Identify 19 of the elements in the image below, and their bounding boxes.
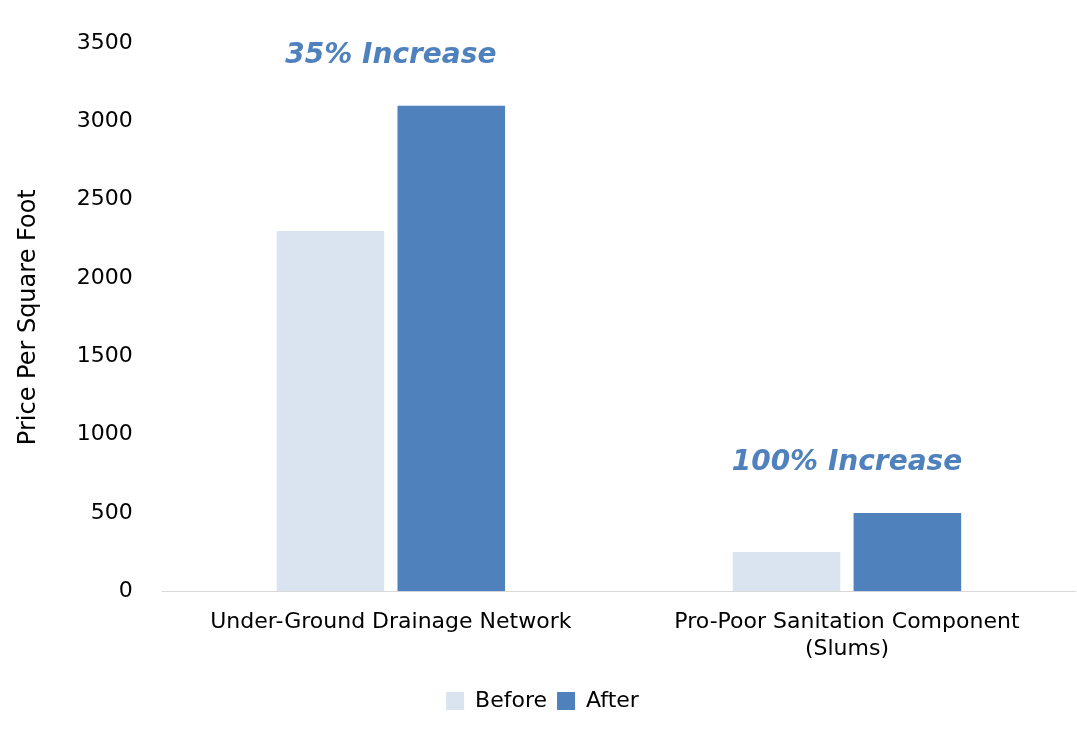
y-tick-label: 3500	[76, 28, 133, 54]
bar	[732, 552, 841, 592]
legend-label: Before	[475, 686, 548, 712]
legend-label: After	[586, 686, 640, 712]
y-tick-label: 1500	[76, 342, 133, 368]
bar	[853, 512, 962, 592]
y-tick-label: 1000	[76, 420, 133, 446]
bar	[397, 105, 506, 592]
y-tick-label: 0	[118, 576, 133, 602]
y-tick-label: 500	[90, 498, 133, 524]
annotation: 35% Increase	[285, 37, 497, 71]
bar	[276, 231, 385, 592]
y-tick-label: 3000	[76, 107, 133, 133]
x-tick-label: Under-Ground Drainage Network	[210, 608, 572, 634]
y-axis-title: Price Per Square Foot	[12, 189, 41, 446]
annotation: 100% Increase	[731, 444, 963, 478]
y-tick-label: 2000	[76, 263, 133, 289]
y-tick-label: 2500	[76, 185, 133, 211]
x-tick-label: Pro-Poor Sanitation Component (Slums)	[674, 608, 1020, 660]
